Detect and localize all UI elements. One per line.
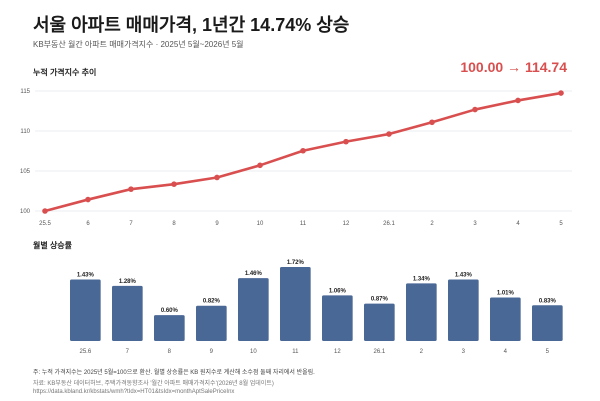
x-tick-label: 4 xyxy=(516,221,520,227)
data-point xyxy=(429,119,435,126)
x-tick-label: 10 xyxy=(257,221,264,227)
bar-chart-title: 월별 상승률 xyxy=(33,241,73,250)
bar xyxy=(196,305,227,341)
bar xyxy=(364,303,395,341)
cumulative-index-line-chart: 100 105 110 115 25.5 6 7 8 9 10 11 12 26.1 2 3 4 5 xyxy=(20,89,572,227)
bar-value-label: 1.28% xyxy=(119,279,137,285)
x-tick-label: 26.1 xyxy=(383,221,395,227)
bar-value-label: 1.46% xyxy=(245,271,263,277)
data-point xyxy=(171,181,177,187)
x-tick-label: 9 xyxy=(210,349,214,355)
bar xyxy=(154,315,185,341)
x-tick-label: 2 xyxy=(430,221,434,227)
data-point xyxy=(42,208,48,214)
data-point xyxy=(343,138,349,145)
y-tick-label: 115 xyxy=(20,89,30,95)
x-tick-label: 12 xyxy=(343,221,350,227)
x-tick-label: 7 xyxy=(129,221,133,227)
footnote-note: 주: 누적 가격지수는 2025년 5월=100으로 환산. 월별 상승률은 K… xyxy=(33,370,315,376)
bar xyxy=(280,267,311,341)
y-tick-label: 100 xyxy=(20,209,31,215)
data-point xyxy=(257,162,263,169)
footnote-source: 자료: KB부동산 데이터허브, 주택가격동향조사 '월간 아파트 매매가격지수… xyxy=(33,381,274,387)
bar xyxy=(70,279,101,341)
monthly-change-bar-chart: 1.43% 25.6 1.28% 7 0.60% 8 0.82% 9 1.46% 10 1.72% 1… xyxy=(70,260,563,355)
x-tick-label: 11 xyxy=(300,221,307,227)
bar xyxy=(112,285,143,341)
x-tick-label: 7 xyxy=(126,349,130,355)
page-title: 서울 아파트 매매가격, 1년간 14.74% 상승 xyxy=(33,15,350,35)
data-point xyxy=(300,147,306,154)
x-tick-label: 3 xyxy=(462,349,466,355)
bar-value-label: 0.82% xyxy=(203,299,221,305)
data-point xyxy=(214,174,220,181)
x-tick-label: 5 xyxy=(559,221,563,227)
x-tick-label: 4 xyxy=(504,349,508,355)
x-tick-label: 8 xyxy=(168,349,172,355)
bar-value-label: 1.06% xyxy=(329,288,347,294)
bar-value-label: 1.43% xyxy=(77,272,95,278)
bar-value-label: 1.43% xyxy=(455,272,473,278)
bar-value-label: 1.01% xyxy=(497,291,515,297)
x-tick-label: 5 xyxy=(546,349,550,355)
y-tick-label: 105 xyxy=(20,169,31,175)
data-point xyxy=(386,131,392,137)
data-point xyxy=(558,90,564,96)
x-tick-label: 8 xyxy=(172,221,176,227)
x-tick-label: 9 xyxy=(215,221,219,227)
index-change-headline: 100.00 → 114.74 xyxy=(460,59,567,75)
bar xyxy=(406,283,437,341)
x-tick-label: 2 xyxy=(420,349,424,355)
bar xyxy=(448,279,479,341)
data-point xyxy=(515,97,521,104)
bar-value-label: 0.87% xyxy=(371,297,389,303)
bar-value-label: 0.83% xyxy=(539,298,557,304)
x-tick-label: 10 xyxy=(250,349,257,355)
x-tick-label: 26.1 xyxy=(373,349,385,355)
footnote-url: https://data.kbland.kr/kbstats/wmh?tIdx=… xyxy=(33,389,235,395)
x-tick-label: 6 xyxy=(86,221,90,227)
line-chart-title: 누적 가격지수 추이 xyxy=(33,68,97,77)
x-tick-label: 25.6 xyxy=(79,349,91,355)
bar-value-label: 1.34% xyxy=(413,276,431,282)
y-tick-label: 110 xyxy=(20,129,30,135)
x-tick-label: 11 xyxy=(292,349,299,355)
bar xyxy=(490,297,521,341)
data-point xyxy=(472,106,478,113)
bar-value-label: 0.60% xyxy=(161,308,179,314)
data-point xyxy=(128,186,134,192)
data-point xyxy=(85,196,91,203)
bar xyxy=(322,295,353,341)
x-tick-label: 12 xyxy=(334,349,341,355)
bar xyxy=(238,278,269,341)
bar xyxy=(532,305,563,341)
x-tick-label: 25.5 xyxy=(39,221,51,227)
page-subtitle: KB부동산 월간 아파트 매매가격지수 · 2025년 5월~2026년 5월 xyxy=(33,40,244,49)
bar-value-label: 1.72% xyxy=(287,260,305,266)
x-tick-label: 3 xyxy=(473,221,477,227)
